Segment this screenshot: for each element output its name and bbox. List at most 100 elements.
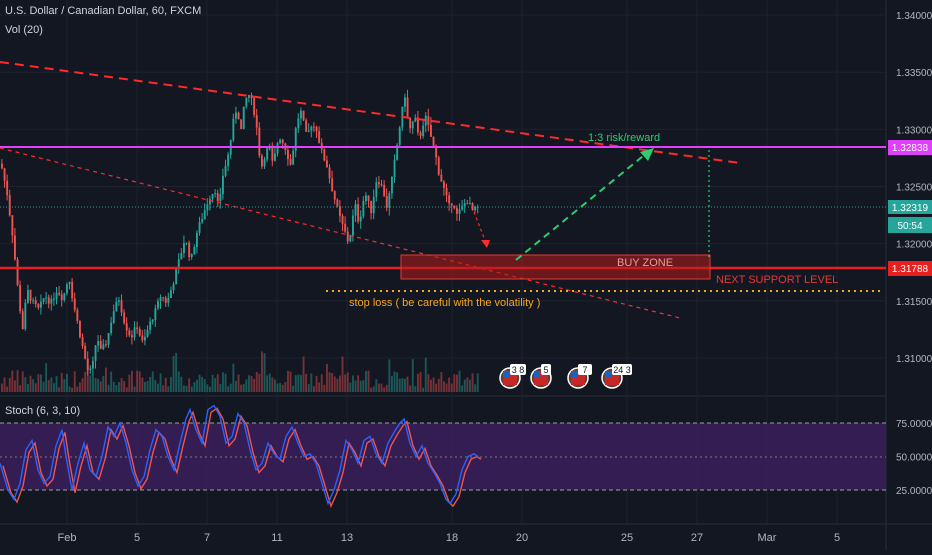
volume-bar — [253, 378, 256, 392]
time-axis[interactable]: Feb 5 7 11 13 18 20 25 27 Mar 5 — [58, 532, 841, 544]
volume-bar — [388, 359, 391, 392]
volume-bar — [34, 383, 37, 392]
volume-bar — [89, 375, 92, 392]
candle-body — [99, 341, 102, 349]
candle-body — [66, 284, 68, 294]
svg-text:3 8: 3 8 — [512, 365, 525, 375]
candle-body — [154, 308, 157, 321]
candle-body — [391, 176, 393, 194]
candle-body — [112, 311, 115, 323]
volume-bar — [58, 387, 61, 392]
event-badge[interactable]: 7 — [567, 364, 592, 389]
volume-bar — [235, 380, 237, 392]
candle-body — [424, 115, 427, 126]
candle-body — [198, 222, 201, 233]
volume-bar — [310, 373, 313, 392]
event-badge[interactable]: 24 3 — [601, 364, 632, 389]
stoch-tick-label: 75.0000 — [896, 419, 932, 430]
volume-bar — [323, 384, 326, 392]
candle-body — [378, 182, 380, 185]
volume-bar — [255, 371, 258, 392]
candle-body — [63, 293, 66, 301]
candle-body — [370, 200, 373, 214]
candle-body — [81, 337, 84, 346]
volume-bar — [131, 370, 133, 392]
candle-body — [159, 297, 162, 302]
volume-bar — [391, 375, 393, 392]
buy-zone-box[interactable] — [400, 254, 711, 280]
time-tick-label: 13 — [341, 532, 353, 544]
candle-body — [27, 289, 29, 303]
stop-loss-label: stop loss ( be careful with the volatili… — [349, 297, 540, 309]
volume-bar — [14, 380, 16, 392]
price-label-last: 1.32319 — [888, 200, 932, 214]
candle-body — [42, 298, 45, 302]
volume-bar — [211, 374, 214, 392]
time-tick-label: Feb — [58, 532, 77, 544]
candle-body — [196, 232, 198, 248]
candle-body — [398, 127, 401, 145]
stoch-k-line — [0, 404, 479, 506]
candle-body — [310, 126, 313, 131]
volume-bar — [94, 378, 97, 392]
candle-body — [40, 301, 42, 308]
candle-body — [302, 110, 305, 121]
candle-body — [120, 300, 123, 313]
candle-body — [16, 259, 19, 285]
volume-bar — [469, 379, 471, 392]
candle-body — [331, 178, 334, 192]
candle-body — [427, 115, 430, 125]
candles — [1, 89, 479, 377]
candle-body — [357, 204, 360, 222]
volume-bar — [24, 377, 27, 392]
candle-body — [188, 242, 191, 257]
volume-indicator-title[interactable]: Vol (20) — [5, 24, 43, 36]
volume-bar — [344, 374, 347, 392]
candle-body — [305, 120, 308, 132]
price-axis[interactable]: 1.34000 1.33500 1.33000 1.32500 1.32000 1.315… — [896, 11, 932, 365]
svg-text:1.32838: 1.32838 — [892, 143, 929, 154]
symbol-title[interactable]: U.S. Dollar / Canadian Dollar, 60, FXCM — [5, 5, 202, 17]
candle-body — [53, 298, 55, 300]
candle-body — [209, 199, 211, 205]
candle-body — [240, 119, 243, 130]
candle-body — [76, 309, 79, 321]
volume-bar — [463, 379, 466, 392]
volume-bar — [123, 380, 126, 392]
candle-body — [461, 205, 464, 210]
candle-body — [118, 300, 120, 302]
event-badge[interactable]: 3 8 — [499, 364, 526, 389]
volume-bar — [380, 383, 383, 392]
volume-bar — [201, 376, 204, 392]
volume-bar — [318, 382, 321, 392]
volume-bar — [183, 385, 185, 392]
volume-bar — [339, 375, 341, 392]
candle-body — [396, 144, 399, 160]
candle-body — [297, 118, 300, 129]
volume-bar — [214, 378, 217, 392]
lower-trendline[interactable] — [0, 147, 681, 319]
event-badge[interactable]: 5 — [530, 364, 552, 389]
stoch-axis[interactable]: 75.0000 50.0000 25.0000 — [896, 419, 932, 497]
volume-bar — [471, 373, 474, 392]
candle-body — [372, 197, 375, 214]
stoch-indicator-title[interactable]: Stoch (6, 3, 10) — [5, 405, 81, 417]
candle-body — [419, 132, 422, 136]
candle-body — [354, 204, 357, 216]
candle-body — [162, 297, 165, 299]
candle-body — [222, 175, 224, 195]
candle-body — [414, 117, 417, 122]
volume-bar — [297, 374, 300, 392]
volume-bar — [32, 379, 35, 392]
candle-body — [89, 368, 92, 371]
volume-bar — [435, 383, 438, 392]
volume-bar — [55, 376, 58, 392]
candle-body — [289, 159, 292, 165]
time-tick-label: 11 — [271, 532, 282, 544]
candle-body — [250, 95, 253, 98]
volume-bar — [162, 385, 165, 392]
candle-body — [315, 126, 318, 132]
projection-arrow-line[interactable] — [515, 151, 649, 261]
